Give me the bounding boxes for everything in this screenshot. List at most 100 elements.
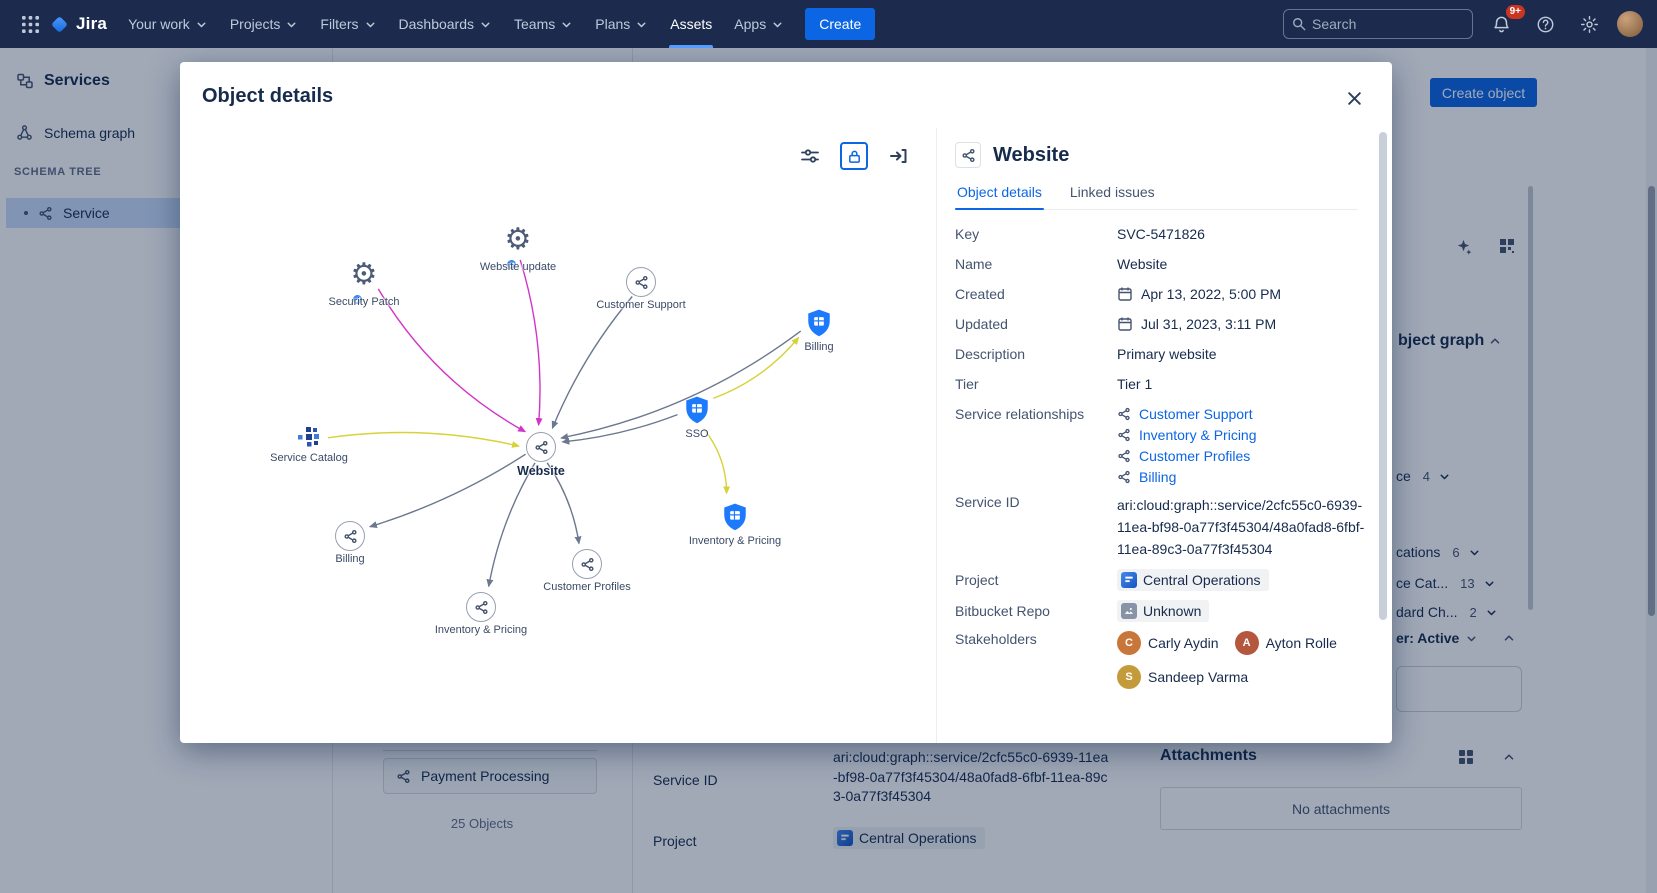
search-box[interactable] — [1283, 9, 1473, 39]
relationship-link[interactable]: Customer Profiles — [1139, 448, 1251, 464]
stakeholder-item[interactable]: S Sandeep Varma — [1117, 665, 1248, 689]
exit-fullscreen-icon[interactable] — [884, 142, 912, 170]
relationship-link[interactable]: Billing — [1139, 469, 1177, 485]
detail-tabs: Object details Linked issues — [955, 184, 1358, 210]
shield-node-icon — [722, 503, 748, 532]
window-scrollbar-thumb[interactable] — [1648, 186, 1655, 616]
graph-node-label: SSO — [685, 428, 709, 440]
create-object-button[interactable]: Create object — [1430, 78, 1537, 107]
chevron-down-icon — [195, 18, 208, 31]
field-value-service-id: ari:cloud:graph::service/2cfc55c0-6939-1… — [1117, 497, 1365, 557]
filter-dropdown[interactable]: dard Ch... 2 — [1396, 604, 1498, 620]
status-filter[interactable]: er: Active — [1396, 630, 1478, 646]
field-row-stakeholders: Stakeholders C Carly Aydin A Ayton Rolle S Sa… — [955, 631, 1358, 689]
filter-dropdown[interactable]: ce Cat... 13 — [1396, 575, 1496, 591]
nav-item-teams[interactable]: Teams — [503, 0, 584, 48]
nav-item-apps[interactable]: Apps — [723, 0, 795, 48]
chevron-up-icon[interactable] — [1488, 334, 1502, 353]
graph-nodes: ⚙ Website update ⚙ Security Patch Customer S… — [180, 128, 936, 743]
field-label: Updated — [955, 316, 1008, 332]
project-chip[interactable]: Central Operations — [1117, 569, 1269, 591]
share-icon — [1117, 428, 1131, 442]
field-row-bitbucket-repo: Bitbucket Repo Unknown — [955, 600, 1358, 622]
sparkle-icon[interactable] — [1455, 238, 1472, 260]
grid-view-icon[interactable] — [1458, 749, 1474, 770]
window-scrollbar-track[interactable] — [1646, 48, 1657, 893]
graph-edge-sso-website — [561, 413, 678, 445]
graph-node-label: Customer Support — [596, 299, 686, 311]
filter-dropdown[interactable]: ce 4 — [1396, 468, 1451, 484]
nav-menu: Your work Projects Filters Dashboards Teams P… — [117, 0, 795, 48]
search-icon — [1292, 17, 1306, 31]
service-node-icon — [526, 432, 556, 462]
graph-edge-sso-inventory_shield — [703, 428, 731, 495]
modal-scrollbar[interactable] — [1379, 132, 1387, 620]
chevron-down-icon — [1483, 577, 1496, 590]
graph-node-label: Website update — [479, 261, 557, 273]
graph-node-label: Customer Profiles — [543, 581, 631, 593]
chevron-up-icon[interactable] — [1502, 631, 1516, 650]
chevron-up-icon[interactable] — [1502, 750, 1516, 769]
project-chip[interactable]: Central Operations — [833, 827, 985, 849]
bitbucket-repo-chip[interactable]: Unknown — [1117, 600, 1210, 622]
graph-filter-icon[interactable] — [796, 142, 824, 170]
graph-edge-customer_support-website — [551, 296, 633, 430]
nav-item-your-work[interactable]: Your work — [117, 0, 219, 48]
project-label: Project — [653, 833, 697, 849]
create-button[interactable]: Create — [805, 8, 876, 40]
chevron-down-icon — [771, 18, 784, 31]
app-switcher-icon[interactable] — [14, 8, 46, 40]
chevron-down-icon — [1485, 606, 1498, 619]
relationship-link-item: Customer Profiles — [1117, 448, 1358, 464]
qr-code-icon[interactable] — [1499, 238, 1515, 259]
field-label: Project — [955, 572, 999, 588]
nav-item-filters[interactable]: Filters — [309, 0, 387, 48]
sidebar-item-schema-graph[interactable]: Schema graph — [16, 124, 135, 141]
field-value-name: Website — [1117, 256, 1168, 272]
chevron-down-icon — [1465, 632, 1478, 645]
field-value-tier: Tier 1 — [1117, 376, 1153, 392]
field-label: Service ID — [955, 494, 1020, 510]
search-input[interactable] — [1312, 16, 1464, 32]
relationship-link[interactable]: Inventory & Pricing — [1139, 427, 1257, 443]
project-icon — [837, 830, 853, 846]
notifications-button[interactable]: 9+ — [1485, 5, 1525, 40]
panel-scrollbar[interactable] — [1528, 186, 1533, 610]
share-icon — [1117, 449, 1131, 463]
lock-icon[interactable] — [840, 142, 868, 170]
object-graph-canvas[interactable]: ⚙ Website update ⚙ Security Patch Customer S… — [180, 128, 937, 743]
app-name: Jira — [76, 14, 108, 33]
no-attachments-box: No attachments — [1160, 787, 1522, 830]
stakeholder-name: Ayton Rolle — [1265, 635, 1337, 651]
graph-edges — [327, 259, 802, 588]
relationship-link-item: Billing — [1117, 469, 1358, 485]
stakeholder-item[interactable]: C Carly Aydin — [1117, 631, 1219, 655]
close-icon[interactable] — [1340, 84, 1368, 112]
settings-gear-icon[interactable] — [1573, 8, 1605, 40]
avatar: S — [1117, 665, 1141, 689]
list-item-payment-processing[interactable]: Payment Processing — [383, 758, 597, 794]
list-item-edge — [383, 750, 597, 751]
help-icon[interactable] — [1529, 8, 1561, 40]
field-label: Tier — [955, 376, 979, 392]
filter-dropdown[interactable]: cations 6 — [1396, 544, 1481, 560]
stakeholder-item[interactable]: A Ayton Rolle — [1234, 631, 1337, 655]
nav-item-dashboards[interactable]: Dashboards — [388, 0, 504, 48]
sidebar-title: Services — [16, 72, 110, 90]
services-icon — [16, 72, 34, 90]
nav-item-plans[interactable]: Plans — [584, 0, 659, 48]
relationship-link[interactable]: Customer Support — [1139, 406, 1253, 422]
tab-object-details[interactable]: Object details — [955, 184, 1044, 210]
tab-linked-issues[interactable]: Linked issues — [1068, 184, 1157, 209]
nav-item-projects[interactable]: Projects — [219, 0, 310, 48]
nav-item-assets[interactable]: Assets — [659, 0, 723, 48]
comment-input[interactable] — [1396, 666, 1522, 712]
graph-node-label: Inventory & Pricing — [434, 624, 528, 636]
service-node-icon — [335, 521, 365, 551]
jira-logo[interactable]: Jira — [50, 14, 107, 34]
service-id-label: Service ID — [653, 772, 718, 788]
avatar: C — [1117, 631, 1141, 655]
change-gear-icon: ⚙ — [347, 258, 381, 306]
profile-avatar[interactable] — [1617, 11, 1643, 37]
share-icon — [1117, 407, 1131, 421]
